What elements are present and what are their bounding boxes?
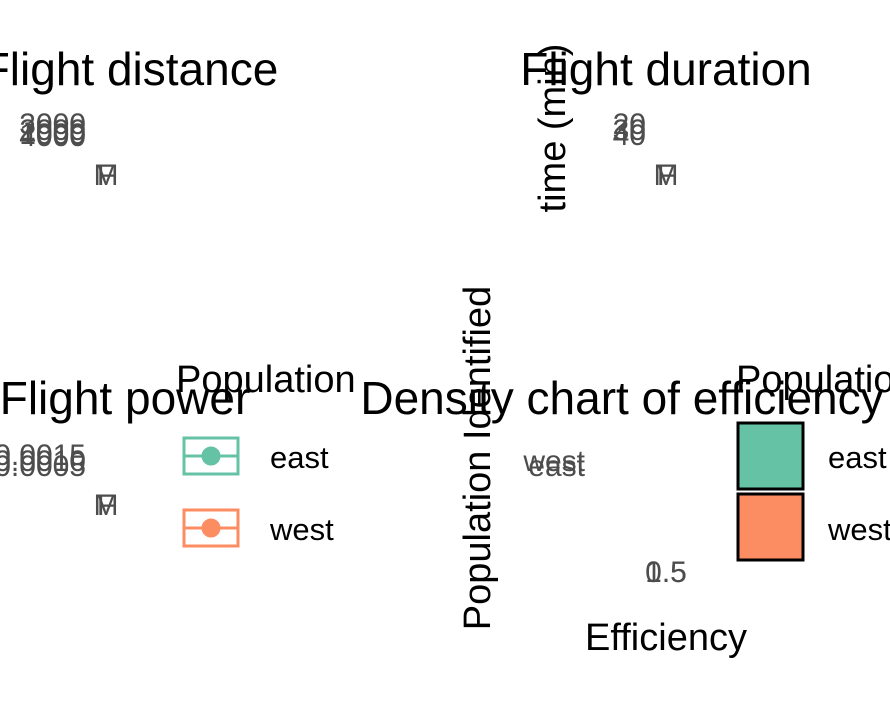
- y-tick-label: 20: [613, 108, 646, 141]
- x-tick-label: F: [657, 159, 675, 192]
- legend-title: Population: [176, 359, 356, 401]
- y-tick-label: 1000: [19, 118, 86, 151]
- y-tick-label: 0.0015: [0, 439, 86, 472]
- legend-key: [736, 492, 805, 562]
- x-tick-label: M: [94, 159, 119, 192]
- y-tick-label: west: [522, 445, 585, 478]
- x-axis-title: Efficiency: [585, 617, 747, 659]
- legend-key: [182, 436, 240, 476]
- y-tick-label: 0.0010: [0, 445, 86, 478]
- panel-title: Flight duration: [520, 43, 812, 95]
- y-tick-label: 40: [613, 119, 646, 152]
- x-tick-label: M: [94, 489, 119, 522]
- legend-label: east: [270, 440, 329, 475]
- x-tick-label: F: [97, 159, 115, 192]
- panel-title: Flight distance: [0, 43, 278, 95]
- y-tick-label: 3000: [19, 108, 86, 141]
- legend-label: west: [827, 512, 890, 547]
- y-tick-label: 2000: [19, 114, 86, 147]
- y-tick-label: east: [528, 450, 585, 483]
- x-tick-label: F: [97, 489, 115, 522]
- y-tick-label: 0.0005: [0, 450, 86, 483]
- panel-title: Flight power: [0, 372, 250, 424]
- y-tick-label: 30: [613, 114, 646, 147]
- y-tick-label: 4000: [19, 120, 86, 153]
- y-axis-title: time (min): [532, 44, 574, 213]
- legend-label: west: [269, 512, 334, 547]
- x-tick-label: 0.5: [645, 556, 687, 589]
- x-tick-label: 1.5: [645, 556, 687, 589]
- legend-key: [736, 421, 805, 491]
- legend-label: east: [828, 440, 887, 475]
- panel-title: Density chart of efficiency: [360, 372, 883, 424]
- legend-title: Population: [736, 359, 890, 401]
- x-tick-label: M: [654, 159, 679, 192]
- legend-key: [182, 508, 240, 548]
- y-axis-title: Population Identified: [457, 286, 499, 630]
